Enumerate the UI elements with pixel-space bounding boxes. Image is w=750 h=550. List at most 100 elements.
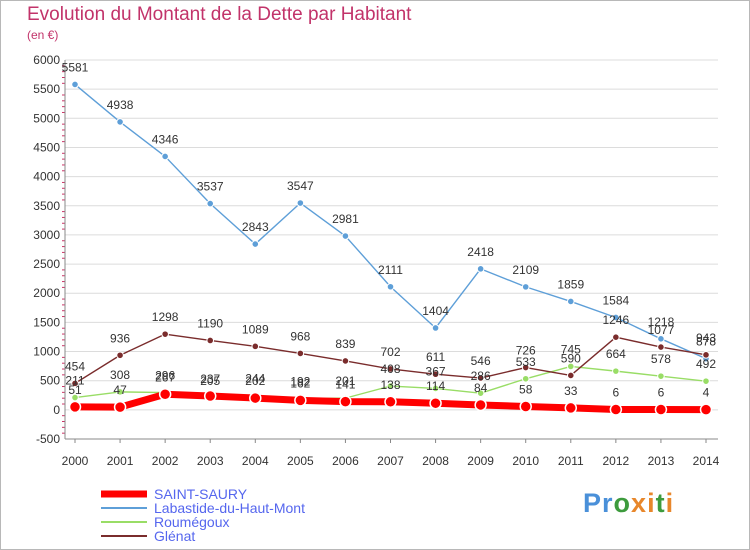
data-label: 839 (335, 337, 355, 351)
data-point (161, 330, 169, 338)
x-tick-label: 2002 (152, 454, 179, 468)
data-label: 454 (65, 359, 85, 373)
y-tick-label: 1000 (33, 345, 60, 359)
data-label: 141 (335, 378, 355, 392)
y-tick-label: 5500 (33, 82, 60, 96)
y-tick-label: -500 (36, 432, 60, 446)
data-label: 1089 (242, 322, 269, 336)
data-label: 702 (380, 345, 400, 359)
data-point (564, 401, 578, 415)
legend-label: Labastide-du-Haut-Mont (154, 500, 305, 516)
data-label: 546 (471, 354, 491, 368)
data-label: 2843 (242, 220, 269, 234)
data-label: 51 (68, 383, 82, 397)
x-tick-label: 2009 (467, 454, 494, 468)
x-tick-label: 2001 (107, 454, 134, 468)
data-label: 1218 (648, 315, 675, 329)
data-label: 4346 (152, 132, 179, 146)
data-label: 162 (290, 376, 310, 390)
data-point (476, 389, 485, 397)
data-point (116, 118, 124, 126)
x-tick-label: 2007 (377, 454, 404, 468)
data-point (341, 232, 350, 240)
data-label: 6 (658, 385, 665, 399)
data-point (339, 395, 352, 408)
data-label: 205 (200, 374, 220, 388)
data-point (68, 400, 82, 414)
data-point (294, 394, 307, 407)
y-axis: -500 0 500 1000 1500 2000 2500 3000 3500 4000 4500… (33, 53, 66, 446)
data-point (476, 374, 485, 382)
data-label: 58 (519, 382, 533, 396)
chart-title: Evolution du Montant de la Dette par Hab… (27, 4, 412, 25)
x-tick-label: 2014 (693, 454, 720, 468)
data-point (657, 335, 665, 343)
data-label: 2418 (467, 245, 494, 259)
data-point (431, 384, 440, 393)
data-point (116, 388, 124, 396)
data-point (203, 389, 217, 403)
data-label: 408 (380, 362, 400, 376)
data-label: 211 (65, 374, 84, 388)
y-tick-label: 1500 (33, 315, 60, 329)
data-point (566, 362, 575, 371)
data-point (251, 240, 260, 248)
data-point (612, 313, 620, 322)
data-label: 943 (696, 331, 716, 345)
data-point (251, 342, 260, 351)
data-point (521, 374, 530, 383)
data-label: 244 (245, 372, 265, 386)
data-label: 1584 (603, 293, 630, 307)
data-label: 2109 (512, 263, 539, 277)
data-point (71, 80, 79, 89)
data-point (206, 336, 215, 345)
data-point (158, 388, 172, 401)
data-point (431, 370, 440, 379)
data-label: 367 (426, 364, 446, 378)
x-axis: 2000 2001 2002 2003 2004 2005 2006 2007 2008 2009… (62, 438, 720, 468)
data-label: 4938 (107, 98, 134, 112)
x-tick-label: 2004 (242, 454, 269, 468)
data-label: 745 (561, 342, 581, 356)
data-point (566, 297, 575, 306)
legend-label: SAINT-SAURY (154, 486, 248, 502)
data-label: 33 (564, 384, 578, 398)
data-point (249, 391, 262, 405)
data-point (206, 199, 215, 208)
data-point (386, 365, 395, 373)
data-label: 237 (200, 372, 220, 386)
data-point (476, 265, 485, 273)
data-label: 286 (471, 369, 491, 383)
chart-legend: SAINT-SAURYLabastide-du-Haut-MontRoumégo… (101, 486, 305, 544)
data-point (654, 403, 668, 416)
data-point (612, 333, 620, 341)
data-label: 202 (245, 374, 265, 388)
data-point (431, 324, 440, 332)
data-label: 1404 (422, 304, 449, 318)
data-point (521, 363, 530, 372)
data-label: 3547 (287, 179, 314, 193)
data-point (566, 371, 575, 380)
x-tick-label: 2010 (512, 454, 539, 468)
x-tick-label: 2005 (287, 454, 314, 468)
data-point (609, 403, 623, 416)
data-label: 878 (696, 335, 716, 349)
chart-unit: (en €) (27, 28, 59, 42)
x-tick-label: 2011 (558, 454, 584, 468)
data-point (296, 349, 305, 358)
y-tick-label: 5000 (33, 111, 60, 125)
legend-label: Roumégoux (154, 514, 230, 530)
y-tick-label: 3000 (33, 228, 60, 242)
x-tick-label: 2008 (422, 454, 449, 468)
proxiti-logo: Proxiti (583, 488, 675, 518)
data-label: 192 (290, 375, 310, 389)
chart-series (68, 80, 713, 416)
data-point (384, 395, 397, 409)
data-label: 726 (516, 344, 536, 358)
data-point (699, 403, 713, 416)
x-tick-label: 2012 (603, 454, 630, 468)
y-tick-label: 2000 (33, 286, 60, 300)
data-label: 4 (703, 386, 710, 400)
legend-label: Glénat (154, 528, 195, 544)
